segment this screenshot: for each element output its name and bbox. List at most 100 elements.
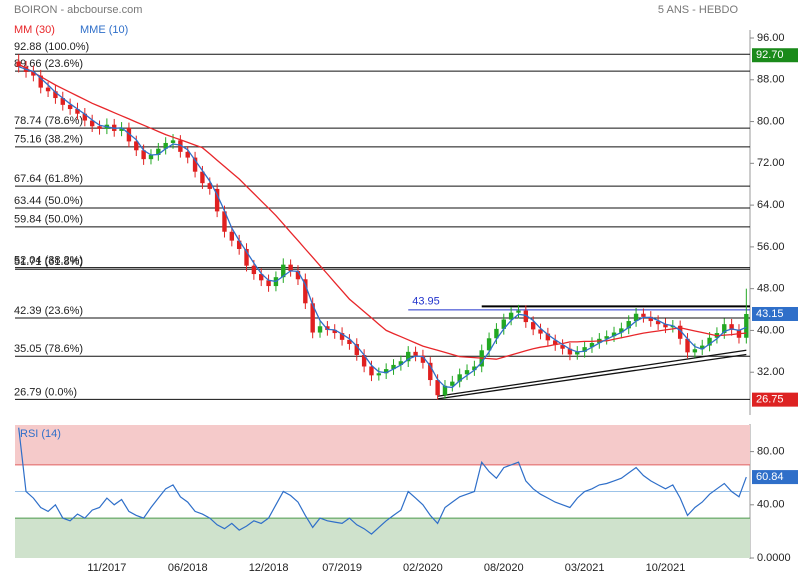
candle-body — [530, 322, 536, 330]
y-tick-label: 72.00 — [757, 157, 785, 169]
candle-body — [31, 71, 36, 76]
fib-label: 51.71 (61.8%) — [14, 256, 83, 268]
fib-label: 63.44 (50.0%) — [14, 195, 83, 207]
chart-subtitle: 5 ANS - HEBDO — [658, 4, 739, 16]
candle-body — [266, 280, 271, 287]
candle-body — [156, 148, 161, 155]
candle-body — [523, 310, 529, 323]
candle-body — [295, 270, 301, 280]
rsi-badge — [752, 470, 798, 485]
candle-body — [303, 279, 308, 304]
candle-body — [486, 338, 492, 351]
x-tick-label: 06/2018 — [168, 562, 208, 574]
candle-body — [619, 328, 624, 333]
candle-body — [722, 324, 727, 334]
candle-body — [67, 104, 73, 110]
candle-body — [53, 91, 58, 99]
candle-body — [508, 312, 514, 320]
candle-body — [464, 370, 470, 375]
candle-body — [383, 369, 389, 374]
candle-body — [398, 361, 404, 365]
chart-title: BOIRON - abcbourse.com — [14, 4, 142, 16]
candle-body — [553, 340, 558, 346]
legend-entry: MME (10) — [80, 24, 128, 36]
fib-label: 59.84 (50.0%) — [14, 214, 83, 226]
candle-body — [207, 183, 212, 189]
candle-body — [361, 354, 367, 367]
candle-body — [60, 98, 65, 105]
candle-body — [545, 333, 551, 341]
fib-label: 35.05 (78.6%) — [14, 343, 83, 355]
trendline — [437, 353, 747, 400]
candle-body — [288, 264, 293, 271]
rsi-badge-label: 60.84 — [756, 471, 784, 483]
candle-body — [420, 355, 426, 363]
candle-body — [185, 151, 190, 158]
candle-body — [244, 248, 249, 266]
candle-body — [501, 319, 506, 329]
candle-body — [494, 328, 499, 339]
price-badge — [752, 306, 798, 321]
y-tick-label: 80.00 — [757, 446, 785, 458]
price-badge — [752, 392, 798, 407]
candle-body — [582, 347, 587, 352]
candle-body — [428, 362, 433, 381]
candle-body — [200, 171, 205, 184]
candle-body — [611, 332, 617, 337]
candle-body — [413, 351, 418, 356]
candle-body — [229, 231, 235, 241]
y-tick-label: 56.00 — [757, 241, 785, 253]
trendline — [437, 349, 747, 397]
candle-body — [663, 324, 668, 328]
candle-body — [16, 61, 21, 67]
legend-entry: MM (30) — [14, 24, 55, 36]
candle-body — [641, 313, 646, 317]
fib-label: 75.16 (38.2%) — [14, 134, 83, 146]
x-tick-label: 11/2017 — [87, 562, 126, 574]
price-badge — [752, 48, 798, 63]
y-tick-label: 40.00 — [757, 499, 785, 511]
candle-body — [516, 310, 521, 313]
candle-body — [317, 326, 323, 333]
candle-body — [222, 211, 227, 232]
legend-entry: RSI (14) — [20, 428, 61, 440]
candle-body — [692, 349, 698, 353]
fib-label: 52.04 (38.2%) — [14, 254, 83, 266]
y-tick-label: 96.00 — [757, 32, 785, 44]
price-badge-label: 43.15 — [756, 308, 784, 320]
candle-body — [560, 345, 565, 349]
candle-body — [575, 351, 580, 355]
candle-body — [310, 303, 315, 333]
y-tick-label: 88.00 — [757, 74, 785, 86]
x-tick-label: 08/2020 — [484, 562, 524, 574]
candle-body — [450, 381, 455, 386]
candle-body — [325, 326, 330, 330]
fib-label: 78.74 (78.6%) — [14, 115, 83, 127]
candle-body — [626, 321, 631, 329]
fib-label: 67.64 (61.8%) — [14, 173, 83, 185]
y-tick-label: 32.00 — [757, 366, 785, 378]
x-tick-label: 12/2018 — [249, 562, 289, 574]
candle-body — [251, 265, 257, 275]
candle-body — [82, 113, 88, 121]
candle-body — [567, 348, 573, 355]
rsi-line — [18, 427, 747, 535]
candle-body — [670, 325, 676, 328]
candle-body — [97, 126, 102, 129]
x-tick-label: 03/2021 — [565, 562, 605, 574]
candle-body — [192, 157, 198, 172]
fib-label: 42.39 (23.6%) — [14, 305, 83, 317]
y-tick-label: 64.00 — [757, 199, 785, 211]
y-tick-label: 48.00 — [757, 283, 785, 295]
candle-body — [38, 75, 43, 88]
candle-body — [347, 339, 352, 345]
candle-body — [677, 325, 683, 339]
candle-body — [538, 329, 543, 334]
candle-body — [163, 142, 168, 149]
fib-label: 26.79 (0.0%) — [14, 386, 77, 398]
candle-body — [457, 374, 462, 382]
candle-body — [729, 324, 734, 330]
candle-body — [369, 366, 374, 376]
